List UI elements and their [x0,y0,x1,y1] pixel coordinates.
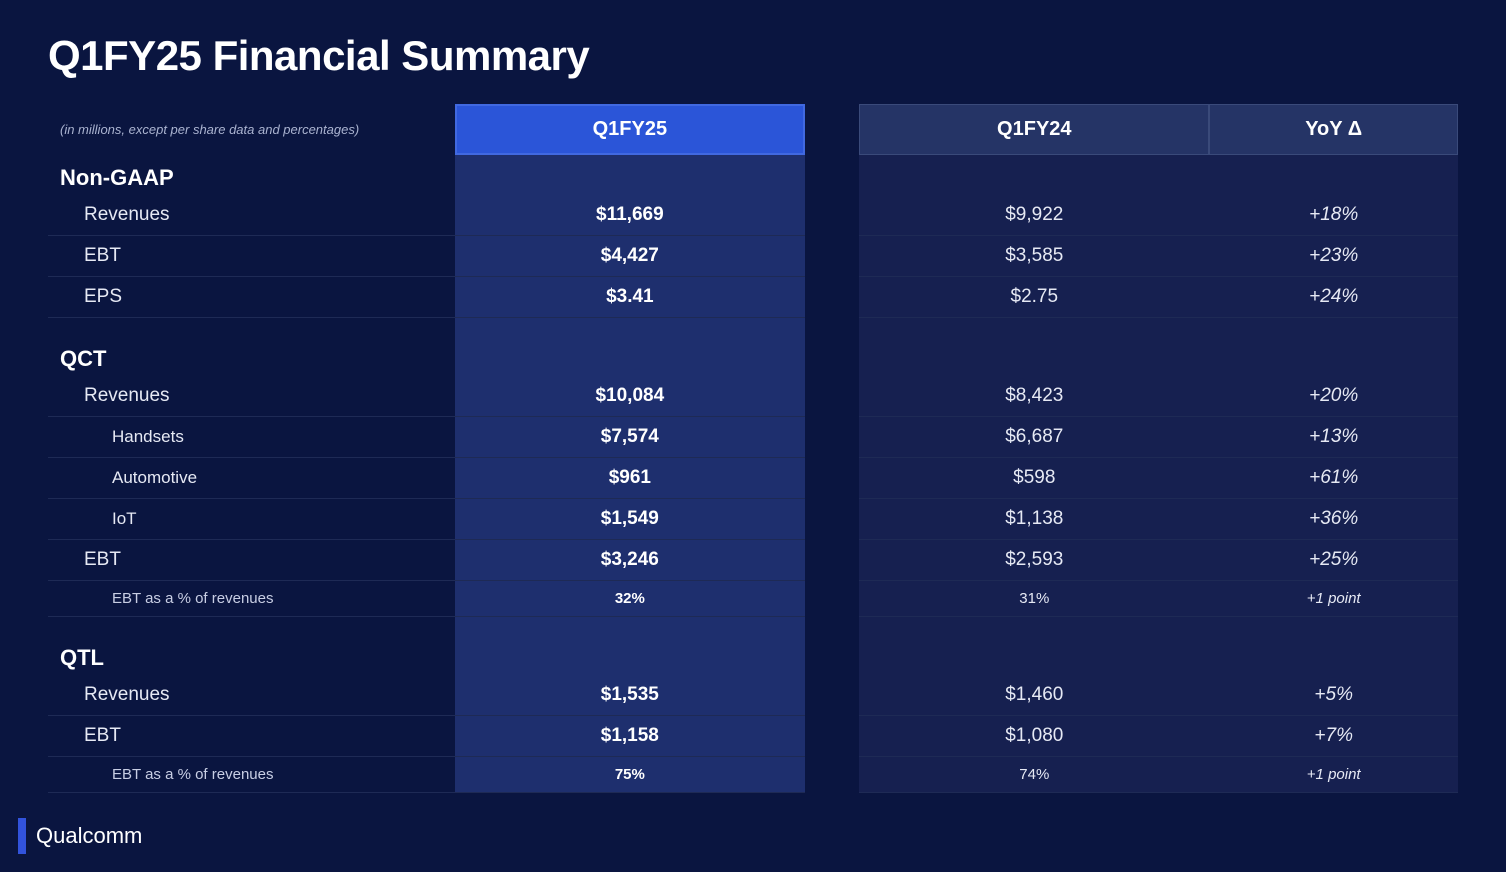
value-yoy: +36% [1209,499,1458,540]
row-label: EBT [48,716,455,757]
financial-table: (in millions, except per share data and … [48,104,1458,793]
value-q1fy25: $1,158 [455,716,805,757]
section-header-row: QCT [48,336,1458,376]
value-q1fy24: 74% [859,757,1209,793]
value-q1fy25: $11,669 [455,195,805,236]
table-header-row: (in millions, except per share data and … [48,104,1458,155]
row-label: Revenues [48,675,455,716]
value-q1fy25: $10,084 [455,376,805,417]
table-row: EBT$4,427 $3,585+23% [48,236,1458,277]
table-row: Revenues$10,084 $8,423+20% [48,376,1458,417]
table-row: Automotive$961 $598+61% [48,458,1458,499]
value-q1fy25: 75% [455,757,805,793]
value-yoy: +13% [1209,417,1458,458]
section-name: Non-GAAP [48,155,455,195]
value-yoy: +5% [1209,675,1458,716]
table-row: Handsets$7,574 $6,687+13% [48,417,1458,458]
value-q1fy24: $6,687 [859,417,1209,458]
row-label: Handsets [48,417,455,458]
value-q1fy24: $2,593 [859,540,1209,581]
value-q1fy24: $1,080 [859,716,1209,757]
table-row: Revenues$1,535 $1,460+5% [48,675,1458,716]
row-label: EPS [48,277,455,318]
value-q1fy25: 32% [455,581,805,617]
value-q1fy24: $598 [859,458,1209,499]
row-label: Automotive [48,458,455,499]
table-row: Revenues$11,669 $9,922+18% [48,195,1458,236]
table-row: IoT$1,549 $1,138+36% [48,499,1458,540]
value-yoy: +1 point [1209,581,1458,617]
section-spacer [48,617,1458,635]
value-q1fy24: $8,423 [859,376,1209,417]
table-note: (in millions, except per share data and … [48,104,455,155]
table-row: EBT$3,246 $2,593+25% [48,540,1458,581]
page-title: Q1FY25 Financial Summary [0,0,1506,80]
value-q1fy25: $3.41 [455,277,805,318]
value-q1fy24: $2.75 [859,277,1209,318]
value-yoy: +25% [1209,540,1458,581]
value-q1fy24: $1,138 [859,499,1209,540]
value-q1fy24: $1,460 [859,675,1209,716]
value-yoy: +1 point [1209,757,1458,793]
value-yoy: +24% [1209,277,1458,318]
row-label: EBT as a % of revenues [48,581,455,617]
col-header-q1fy25: Q1FY25 [455,104,805,155]
value-q1fy25: $961 [455,458,805,499]
table-row: EPS$3.41 $2.75+24% [48,277,1458,318]
row-label: Revenues [48,376,455,417]
value-q1fy25: $1,535 [455,675,805,716]
row-label: IoT [48,499,455,540]
value-q1fy25: $1,549 [455,499,805,540]
row-label: EBT [48,540,455,581]
section-name: QCT [48,336,455,376]
value-q1fy24: $9,922 [859,195,1209,236]
row-label: EBT [48,236,455,277]
value-q1fy25: $3,246 [455,540,805,581]
value-q1fy24: 31% [859,581,1209,617]
value-yoy: +18% [1209,195,1458,236]
table-row: EBT as a % of revenues75% 74%+1 point [48,757,1458,793]
row-label: Revenues [48,195,455,236]
logo-text: Qualcomm [36,823,142,849]
section-spacer [48,318,1458,336]
value-q1fy24: $3,585 [859,236,1209,277]
col-header-q1fy24: Q1FY24 [859,104,1209,155]
col-header-yoy: YoY Δ [1209,104,1458,155]
section-header-row: Non-GAAP [48,155,1458,195]
value-yoy: +20% [1209,376,1458,417]
footer-logo: Qualcomm [18,818,142,854]
value-yoy: +7% [1209,716,1458,757]
section-header-row: QTL [48,635,1458,675]
table-row: EBT$1,158 $1,080+7% [48,716,1458,757]
value-yoy: +23% [1209,236,1458,277]
value-q1fy25: $7,574 [455,417,805,458]
value-yoy: +61% [1209,458,1458,499]
value-q1fy25: $4,427 [455,236,805,277]
row-label: EBT as a % of revenues [48,757,455,793]
section-name: QTL [48,635,455,675]
table-row: EBT as a % of revenues32% 31%+1 point [48,581,1458,617]
financial-table-container: (in millions, except per share data and … [0,80,1506,793]
logo-bar-icon [18,818,26,854]
